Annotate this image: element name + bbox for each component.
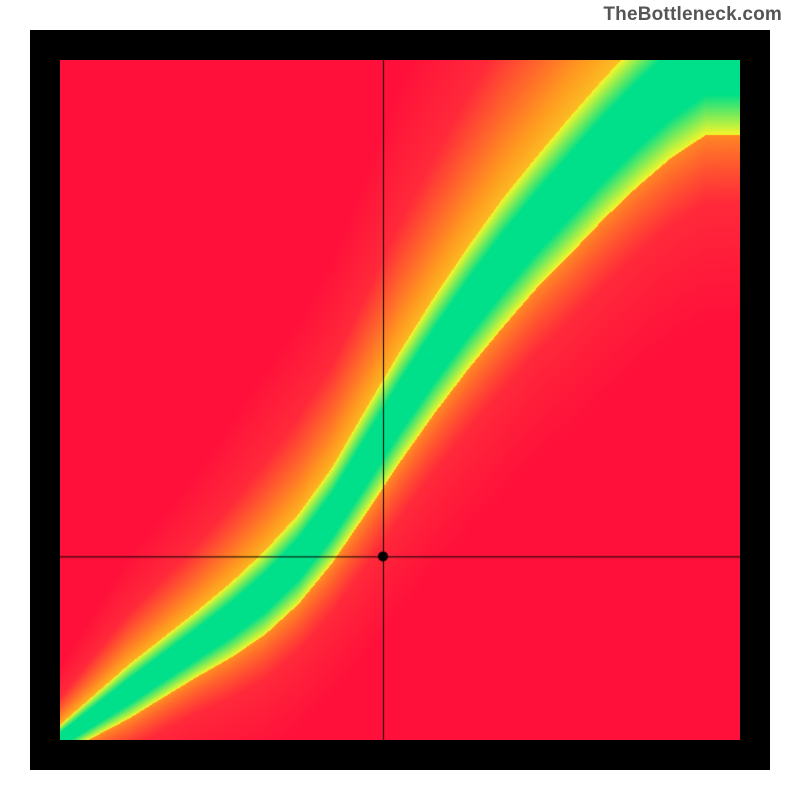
crosshair-overlay — [60, 60, 740, 740]
attribution-label: TheBottleneck.com — [603, 4, 782, 26]
chart-frame — [30, 30, 770, 770]
